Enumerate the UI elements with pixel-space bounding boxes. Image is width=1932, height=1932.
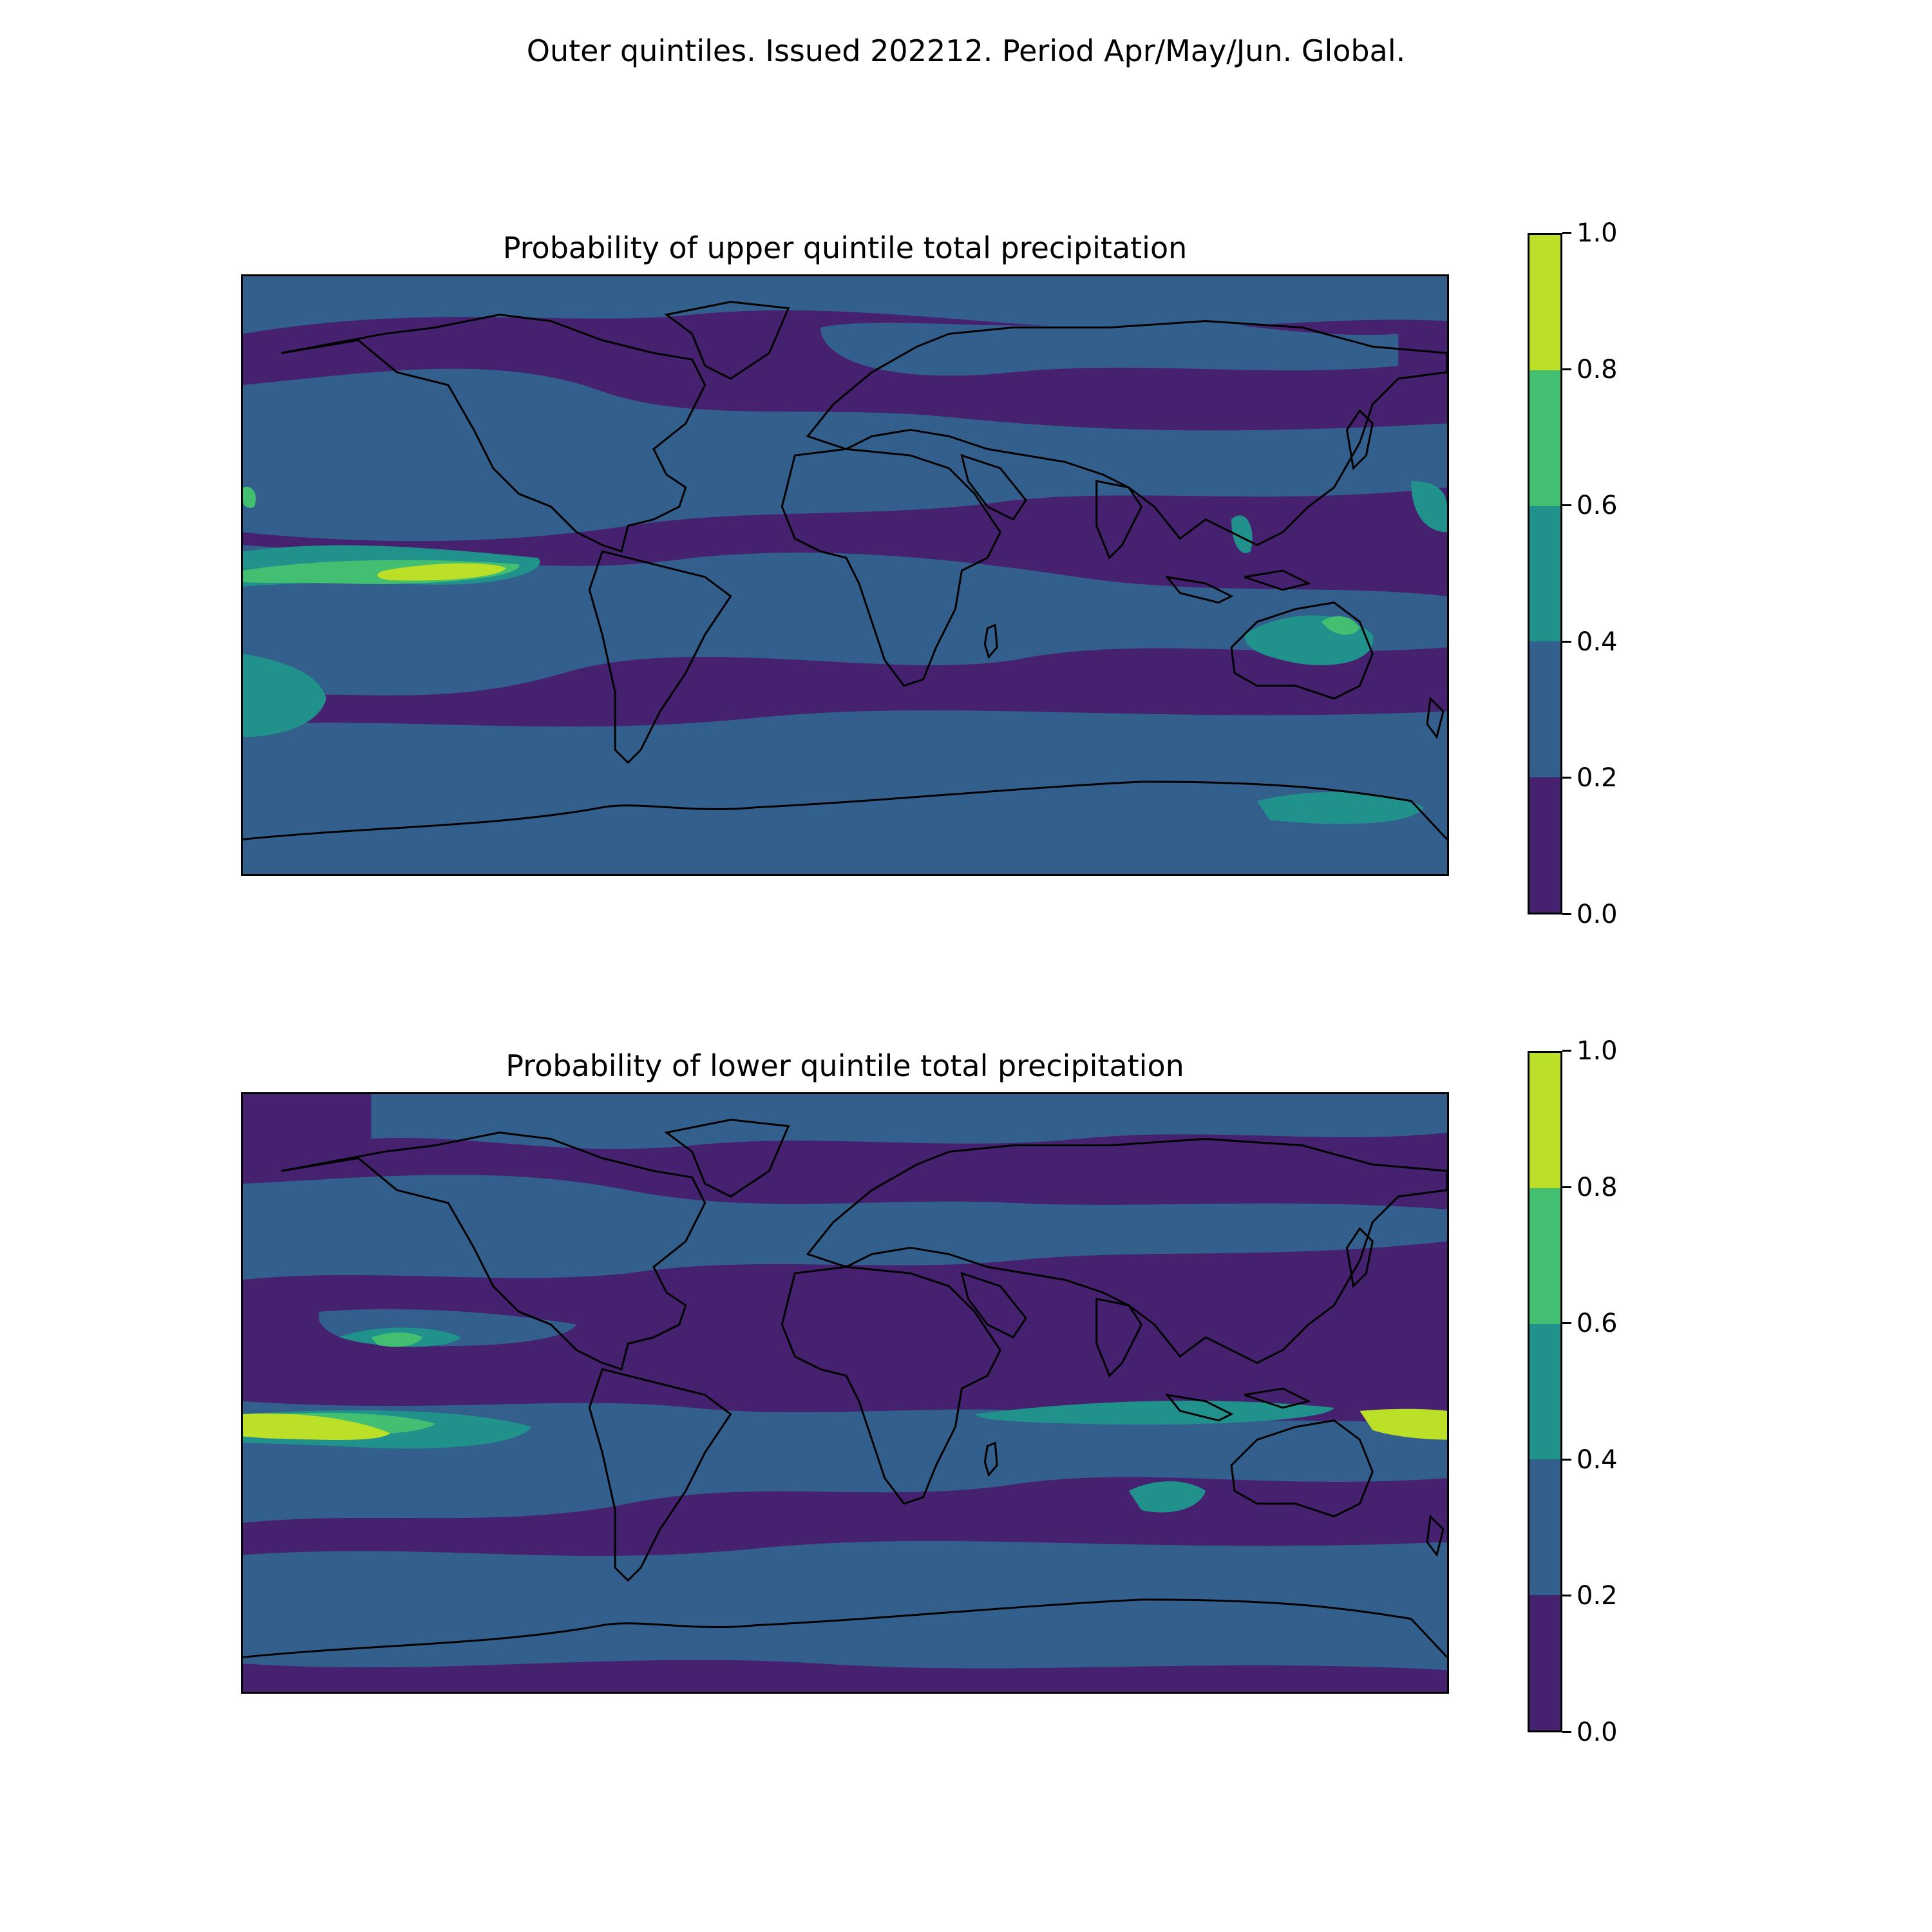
colorbar-lower — [1528, 1051, 1562, 1732]
figure-title: Outer quintiles. Issued 202212. Period A… — [526, 33, 1406, 68]
colorbar-lower-segment-3 — [1530, 1188, 1560, 1324]
coastlines-upper — [243, 301, 1447, 840]
field-upper — [243, 276, 1447, 874]
colorbar-lower-segment-0 — [1530, 1595, 1560, 1730]
colorbar-upper-segment-2 — [1530, 506, 1560, 642]
colorbar-upper-segment-0 — [1530, 777, 1560, 913]
colorbar-lower-segment-4 — [1530, 1052, 1560, 1189]
colorbar-upper-segment-4 — [1530, 234, 1560, 371]
panel-title-upper: Probability of upper quintile total prec… — [502, 231, 1188, 265]
panel-title-lower: Probability of lower quintile total prec… — [506, 1048, 1184, 1083]
coastlines-lower — [243, 1119, 1447, 1658]
colorbar-upper-segment-1 — [1530, 641, 1560, 777]
colorbar-upper-segment-3 — [1530, 370, 1560, 506]
field-lower — [243, 1094, 1447, 1671]
map-lower-quintile — [241, 1092, 1449, 1694]
colorbar-lower-segment-2 — [1530, 1323, 1560, 1460]
colorbar-upper — [1528, 233, 1562, 914]
colorbar-lower-segment-1 — [1530, 1459, 1560, 1595]
map-upper-quintile — [241, 274, 1449, 876]
